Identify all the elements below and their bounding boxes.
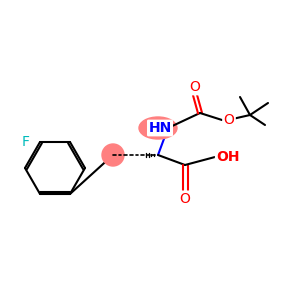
- Text: O: O: [180, 192, 190, 206]
- Text: O: O: [190, 80, 200, 94]
- Text: O: O: [224, 113, 234, 127]
- Ellipse shape: [139, 117, 177, 139]
- Text: OH: OH: [216, 150, 240, 164]
- Circle shape: [102, 144, 124, 166]
- Text: HN: HN: [148, 121, 172, 135]
- Text: F: F: [22, 135, 30, 149]
